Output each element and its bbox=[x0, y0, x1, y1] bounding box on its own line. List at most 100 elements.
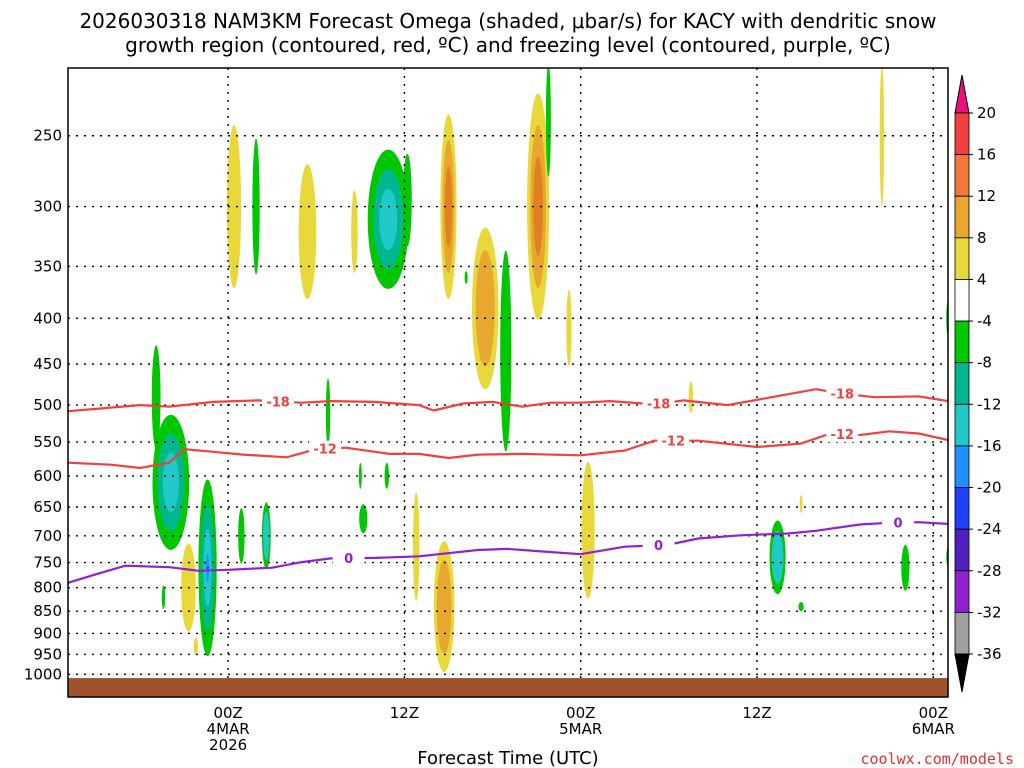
omega-blob-24-band-0 bbox=[358, 462, 362, 489]
y-tick-label-550: 550 bbox=[33, 433, 62, 451]
contour-label-dgz-18-0: -18 bbox=[266, 395, 290, 410]
y-tick-label-800: 800 bbox=[33, 579, 62, 597]
colorbar-label--24: -24 bbox=[977, 520, 1002, 538]
omega-blob-21-band-0 bbox=[238, 507, 245, 564]
contour-line-freezing-0 bbox=[68, 521, 948, 584]
contour-label-bg-dgz-18-1 bbox=[642, 395, 675, 412]
y-tick-label-900: 900 bbox=[33, 624, 62, 642]
colorbar-swatch-11 bbox=[954, 570, 970, 613]
contour-label-freezing-0-1: 0 bbox=[654, 539, 663, 554]
contour-label-bg-dgz-18-0 bbox=[262, 393, 295, 410]
contour-label-dgz-18-2: -18 bbox=[830, 388, 854, 403]
colorbar-swatch-5 bbox=[954, 320, 970, 364]
omega-blob-6-band-2 bbox=[444, 165, 453, 248]
colorbar-swatch-1 bbox=[954, 154, 970, 197]
omega-blob-16-band-2 bbox=[162, 452, 179, 513]
y-tick-label-650: 650 bbox=[33, 498, 62, 516]
omega-blob-20-band-0 bbox=[193, 637, 199, 655]
omega-shading bbox=[151, 68, 948, 672]
contour-label-bg-dgz-12-2 bbox=[826, 426, 859, 443]
colorbar-label--12: -12 bbox=[977, 395, 1002, 413]
y-tick-label-750: 750 bbox=[33, 554, 62, 572]
colorbar-label-12: 12 bbox=[977, 187, 996, 205]
colorbar-label--32: -32 bbox=[977, 603, 1002, 621]
colorbar-swatch-6 bbox=[954, 362, 970, 405]
y-tick-label-450: 450 bbox=[33, 355, 62, 373]
omega-blob-9-band-0 bbox=[500, 250, 512, 452]
x-tick-label-4-1: 6MAR bbox=[912, 720, 955, 738]
colorbar-top-arrow bbox=[954, 74, 970, 114]
omega-blob-3-band-0 bbox=[351, 190, 358, 274]
omega-blob-0-band-0 bbox=[226, 125, 242, 289]
y-tick-label-250: 250 bbox=[33, 127, 62, 145]
colorbar-label-4: 4 bbox=[977, 270, 987, 288]
y-tick-label-300: 300 bbox=[33, 198, 62, 216]
contour-label-dgz-18-1: -18 bbox=[647, 398, 671, 413]
omega-blob-12-band-0 bbox=[566, 289, 572, 366]
colorbar-label--8: -8 bbox=[977, 354, 992, 372]
y-tick-label-400: 400 bbox=[33, 309, 62, 327]
omega-blob-2-band-0 bbox=[298, 164, 317, 300]
contour-label-dgz-12-1: -12 bbox=[662, 435, 686, 450]
y-tick-label-500: 500 bbox=[33, 396, 62, 414]
x-axis-label: Forecast Time (UTC) bbox=[417, 748, 598, 768]
x-tick-label-2-0: 00Z bbox=[566, 704, 595, 722]
y-tick-label-600: 600 bbox=[33, 467, 62, 485]
x-tick-label-4-0: 00Z bbox=[919, 704, 948, 722]
omega-blob-23-band-0 bbox=[325, 378, 331, 448]
contour-label-bg-freezing-0-1 bbox=[642, 537, 675, 554]
omega-blob-25-band-0 bbox=[359, 504, 368, 534]
plot-area: 250 300 350 400 450 500 550 600 650 700 750 800 850 9… bbox=[24, 67, 955, 754]
omega-blob-18-band-0 bbox=[161, 585, 166, 610]
y-tick-label-850: 850 bbox=[33, 602, 62, 620]
omega-blob-15-band-0 bbox=[151, 345, 161, 450]
contours: -18 -18 -18 -12 -12 -12 0 0 0 bbox=[68, 385, 948, 584]
x-tick-label-0-1: 4MAR bbox=[207, 720, 250, 738]
colorbar-label-16: 16 bbox=[977, 146, 996, 164]
contour-label-freezing-0-0: 0 bbox=[344, 552, 353, 567]
omega-blob-8-band-1 bbox=[475, 250, 495, 367]
omega-blob-5-band-0 bbox=[402, 153, 412, 247]
x-tick-label-0-0: 00Z bbox=[213, 704, 242, 722]
colorbar-swatch-8 bbox=[954, 445, 970, 488]
contour-label-bg-freezing-0-0 bbox=[332, 550, 365, 567]
contour-label-bg-freezing-0-2 bbox=[882, 514, 915, 531]
omega-blob-30-band-1 bbox=[771, 530, 784, 584]
colorbar-label-20: 20 bbox=[977, 104, 996, 122]
omega-blob-13-band-0 bbox=[688, 381, 694, 414]
colorbar-swatch-9 bbox=[954, 487, 970, 530]
y-tick-label-350: 350 bbox=[33, 257, 62, 275]
contour-line-dgz-12 bbox=[68, 430, 948, 470]
contour-line-dgz-18 bbox=[68, 388, 948, 413]
chart-title-line2: growth region (contoured, red, ºC) and f… bbox=[125, 33, 891, 57]
colorbar-label--28: -28 bbox=[977, 562, 1002, 580]
colorbar-label--4: -4 bbox=[977, 312, 992, 330]
contour-label-freezing-0-2: 0 bbox=[894, 517, 903, 532]
omega-blob-4-band-2 bbox=[379, 188, 398, 250]
ground-band bbox=[68, 678, 948, 697]
colorbar-label--16: -16 bbox=[977, 437, 1002, 455]
omega-blob-31-band-0 bbox=[799, 494, 803, 514]
contour-label-bg-dgz-12-0 bbox=[309, 440, 342, 457]
omega-blob-33-band-0 bbox=[901, 544, 910, 591]
colorbar-swatch-12 bbox=[954, 611, 970, 655]
omega-blob-1-band-0 bbox=[252, 138, 260, 275]
colorbar-label--36: -36 bbox=[977, 645, 1002, 663]
omega-blob-19-band-4 bbox=[206, 566, 210, 570]
colorbar-swatch-0 bbox=[954, 112, 970, 156]
omega-blob-28-band-1 bbox=[436, 559, 452, 654]
colorbar-label-8: 8 bbox=[977, 229, 987, 247]
chart-title-line1: 2026030318 NAM3KM Forecast Omega (shaded… bbox=[79, 9, 936, 33]
omega-blob-11-band-0 bbox=[545, 68, 551, 177]
colorbar-swatch-7 bbox=[954, 403, 970, 447]
colorbar: 20 16 12 8 4 -4 -8 -12 -16 -20 -24 -28 -32 -36 bbox=[954, 74, 1002, 693]
y-tick-label-700: 700 bbox=[33, 527, 62, 545]
contour-label-bg-dgz-18-2 bbox=[826, 385, 859, 402]
credit-label: coolwx.com/models bbox=[860, 750, 1014, 768]
x-tick-label-1-0: 12Z bbox=[390, 704, 419, 722]
omega-blob-32-band-0 bbox=[798, 601, 804, 612]
omega-blob-27-band-0 bbox=[412, 492, 420, 602]
x-tick-label-0-2: 2026 bbox=[209, 736, 247, 754]
